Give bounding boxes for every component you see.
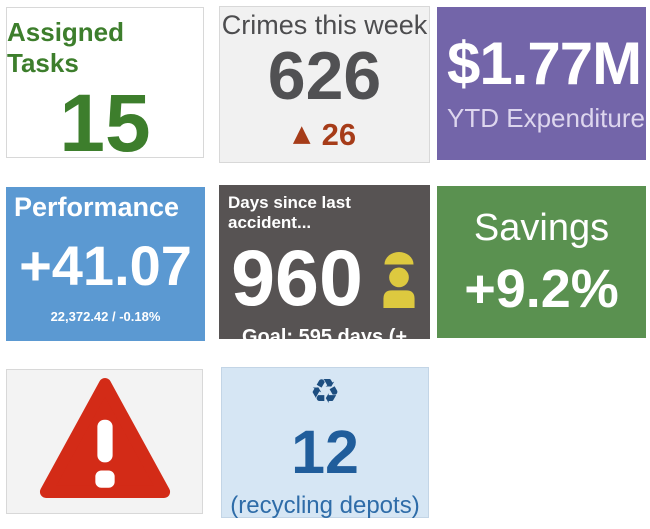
card-days-since-accident: Days since last accident... 960 Goal: 59… (219, 185, 430, 371)
ytd-expenditure-caption: YTD Expenditure (447, 102, 645, 133)
recycling-value: 12 (291, 418, 359, 486)
crimes-value: 626 (267, 38, 382, 114)
worker-person-icon (380, 251, 418, 313)
assigned-tasks-title: Assigned Tasks (7, 17, 125, 78)
days-accident-goal: Goal: 595 days (+ 161.3%) (241, 325, 408, 371)
ytd-expenditure-value: $1.77M (447, 30, 642, 98)
card-ytd-expenditure: $1.77M YTD Expenditure (437, 7, 646, 160)
triangle-up-icon: ▲ (292, 121, 311, 147)
crimes-delta: ▲ 26 (293, 119, 356, 150)
warning-triangle-icon (38, 377, 172, 506)
days-accident-value: 960 (231, 233, 363, 322)
assigned-tasks-value: 15 (59, 78, 151, 169)
card-warning (6, 369, 203, 514)
crimes-delta-value: 26 (321, 117, 357, 152)
days-accident-title: Days since last accident... (228, 193, 351, 232)
crimes-title: Crimes this week (221, 10, 428, 40)
performance-detail: 22,372.42 / -0.18% (50, 309, 161, 324)
card-crimes-this-week: Crimes this week 626 ▲ 26 (219, 6, 430, 163)
recycle-icon: ♻ (309, 372, 341, 412)
card-performance: Performance +41.07 22,372.42 / -0.18% (6, 187, 205, 341)
recycling-caption: (recycling depots) (230, 492, 420, 519)
card-recycling-depots: ♻ 12 (recycling depots) (221, 367, 429, 519)
savings-value: +9.2% (464, 258, 619, 319)
card-assigned-tasks: Assigned Tasks 15 (6, 7, 204, 165)
performance-value: +41.07 (19, 234, 192, 297)
performance-title: Performance (14, 192, 180, 222)
savings-title: Savings (473, 206, 610, 249)
card-savings: Savings +9.2% (437, 186, 646, 338)
